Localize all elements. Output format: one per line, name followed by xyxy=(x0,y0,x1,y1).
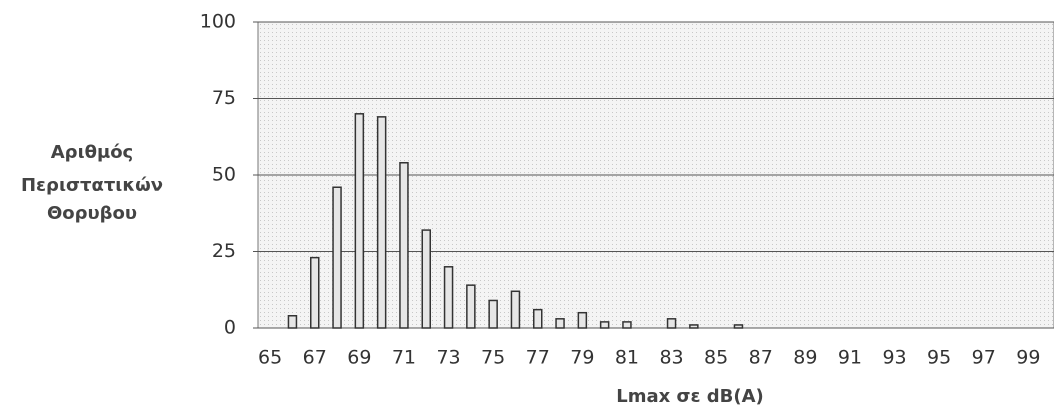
x-tick-label: 69 xyxy=(347,347,371,369)
x-tick-label: 97 xyxy=(972,347,996,369)
y-tick-label: 50 xyxy=(212,164,236,186)
x-tick-label: 67 xyxy=(303,347,327,369)
bar xyxy=(599,321,610,329)
x-tick-label: 65 xyxy=(258,347,282,369)
x-tick-label: 91 xyxy=(838,347,862,369)
y-tick-label: 25 xyxy=(212,240,236,262)
x-tick-label: 73 xyxy=(436,347,460,369)
x-tick-label: 93 xyxy=(882,347,906,369)
bar xyxy=(310,256,320,329)
x-tick-label: 87 xyxy=(749,347,773,369)
bar xyxy=(354,113,365,329)
x-tick-label: 85 xyxy=(704,347,728,369)
x-tick-label: 95 xyxy=(927,347,951,369)
y-tick-label: 100 xyxy=(200,11,236,33)
x-axis-label: Lmax σε dB(A) xyxy=(616,386,764,407)
bar xyxy=(622,321,632,329)
bar xyxy=(577,311,588,329)
x-tick-label: 81 xyxy=(615,347,639,369)
y-axis-label: Περιστατικών xyxy=(21,175,163,196)
x-tick-label: 99 xyxy=(1016,347,1040,369)
bar xyxy=(287,315,298,329)
bar xyxy=(466,284,476,329)
bar xyxy=(666,318,677,329)
x-tick-label: 75 xyxy=(481,347,505,369)
bar xyxy=(733,324,744,329)
y-axis-label: Θορυβου xyxy=(47,203,137,224)
y-tick-label: 75 xyxy=(212,87,236,109)
bar xyxy=(443,266,454,329)
bar xyxy=(332,186,342,329)
y-tick-label: 0 xyxy=(224,317,236,339)
bar xyxy=(555,318,565,329)
bar xyxy=(421,229,431,329)
bar xyxy=(689,324,699,329)
bar xyxy=(510,290,521,329)
x-tick-label: 71 xyxy=(392,347,416,369)
bar xyxy=(399,162,409,329)
bar xyxy=(488,299,498,329)
x-tick-label: 77 xyxy=(526,347,550,369)
x-tick-label: 79 xyxy=(570,347,594,369)
bar xyxy=(533,308,543,329)
x-tick-label: 89 xyxy=(793,347,817,369)
y-axis-label: Αριθμός xyxy=(51,142,133,163)
x-tick-label: 83 xyxy=(659,347,683,369)
bar xyxy=(376,116,387,329)
